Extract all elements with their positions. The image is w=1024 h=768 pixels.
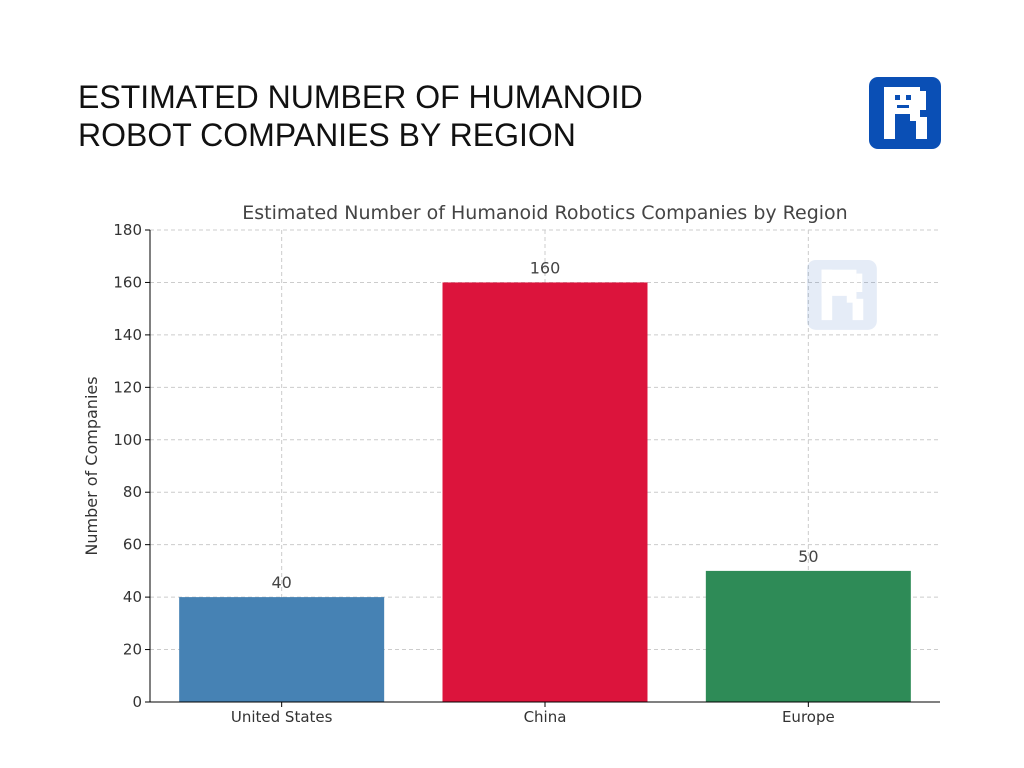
watermark-shape <box>821 269 833 321</box>
y-tick-label: 0 <box>132 693 142 711</box>
watermark-shape <box>846 294 857 303</box>
y-tick-label: 60 <box>123 536 142 554</box>
bars: 40 160 50 <box>179 258 911 702</box>
bar-europe <box>705 570 911 702</box>
bar-china <box>442 282 648 702</box>
y-tick-label: 180 <box>113 221 142 239</box>
bar-chart: Estimated Number of Humanoid Robotics Co… <box>82 202 940 726</box>
x-tick-label: Europe <box>782 708 835 726</box>
y-tick-label: 140 <box>113 326 142 344</box>
watermark-logo-icon <box>807 260 877 330</box>
y-tick-label: 120 <box>113 378 142 396</box>
data-label: 160 <box>530 258 561 277</box>
page-title-line-2: ROBOT COMPANIES BY REGION <box>78 117 576 153</box>
axes: 0 20 40 60 80 100 120 140 160 180 United States Chi… <box>113 221 940 726</box>
x-tick-label: United States <box>231 708 333 726</box>
watermark-shape <box>852 298 864 321</box>
watermark-shape <box>821 269 857 296</box>
bar-united-states <box>179 597 385 702</box>
page-title-line-1: ESTIMATED NUMBER OF HUMANOID <box>78 79 643 115</box>
chart-title: Estimated Number of Humanoid Robotics Co… <box>242 202 847 224</box>
x-tick-label: China <box>524 708 567 726</box>
data-label: 40 <box>271 573 291 592</box>
y-tick-label: 100 <box>113 431 142 449</box>
watermark-bg <box>807 260 877 330</box>
data-label: 50 <box>798 547 818 566</box>
page-title: ESTIMATED NUMBER OF HUMANOID ROBOT COMPA… <box>78 78 643 154</box>
y-axis-label: Number of Companies <box>82 376 101 555</box>
robot-r-logo-icon <box>869 77 941 149</box>
y-tick-label: 80 <box>123 483 142 501</box>
y-tick-label: 40 <box>123 588 142 606</box>
y-tick-label: 160 <box>113 273 142 291</box>
watermark-shape <box>856 273 863 293</box>
y-tick-label: 20 <box>123 641 142 659</box>
watermark <box>807 260 877 330</box>
